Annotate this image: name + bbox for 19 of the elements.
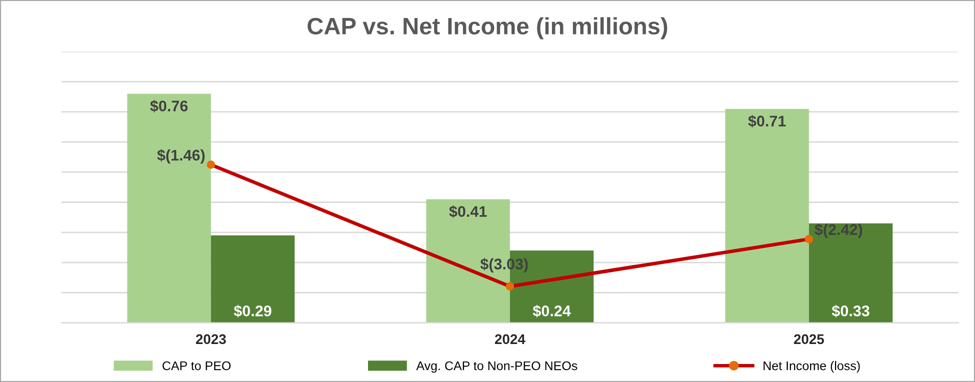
data-label: $0.33 (832, 304, 870, 318)
data-label: $0.76 (150, 100, 188, 112)
bar (725, 108, 809, 323)
legend-label: Avg. CAP to Non-PEO NEOs (416, 361, 578, 373)
chart-title: CAP vs. Net Income (in millions) (308, 17, 668, 40)
bar (127, 94, 211, 323)
bar (808, 223, 893, 323)
bar (210, 235, 295, 323)
data-label: $0.71 (748, 115, 786, 128)
x-tick-label: 2024 (494, 334, 526, 344)
data-label: $(2.42) (814, 224, 862, 238)
legend-label: Net Income (loss) (764, 361, 860, 373)
legend-label: CAP to PEO (162, 361, 231, 370)
data-label: $0.29 (234, 304, 272, 318)
x-tick-label: 2025 (794, 334, 824, 344)
data-label: $0.41 (449, 205, 487, 218)
x-tick-label: 2023 (196, 334, 226, 344)
data-label: $0.24 (532, 304, 571, 318)
data-label: $(1.46) (157, 149, 205, 164)
